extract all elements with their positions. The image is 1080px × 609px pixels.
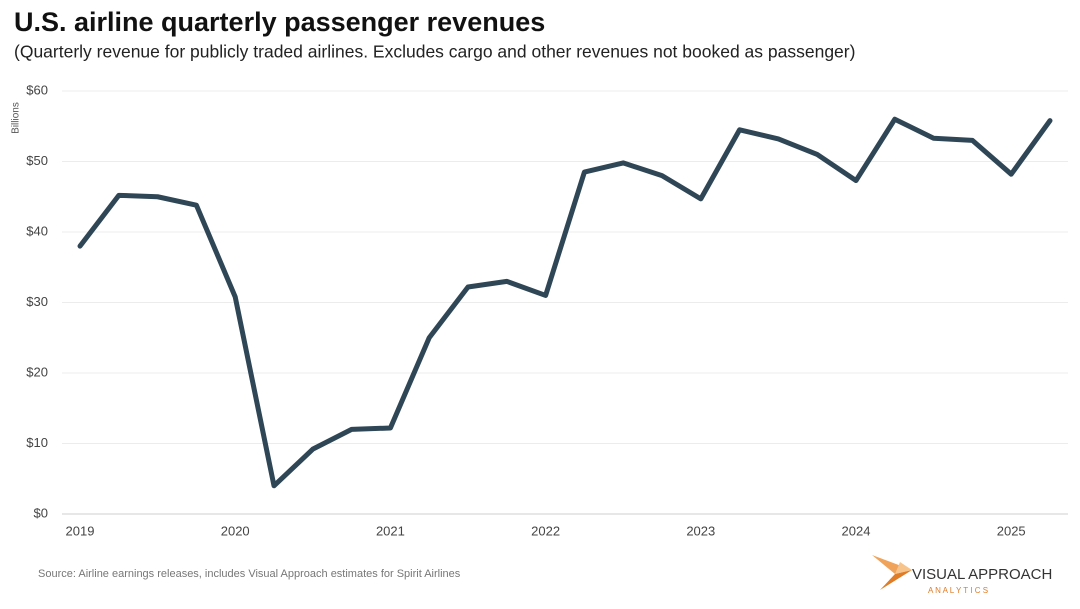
- data-line: [77, 116, 1053, 489]
- x-tick-label: 2023: [686, 523, 715, 538]
- x-tick-label: 2021: [376, 523, 405, 538]
- x-tick-label: 2019: [66, 523, 95, 538]
- brand-tagline: A N A L Y T I C S: [928, 586, 988, 595]
- y-tick-label: $30: [26, 294, 48, 309]
- chart-title: U.S. airline quarterly passenger revenue…: [14, 7, 545, 37]
- y-axis-label: Billions: [11, 102, 22, 134]
- source-note: Source: Airline earnings releases, inclu…: [38, 568, 461, 580]
- y-tick-label: $50: [26, 153, 48, 168]
- y-tick-label: $60: [26, 82, 48, 97]
- x-tick-label: 2022: [531, 523, 560, 538]
- logo-shape: [880, 570, 912, 590]
- y-tick-label: $40: [26, 223, 48, 238]
- chart-subtitle: (Quarterly revenue for publicly traded a…: [14, 42, 855, 62]
- x-tick-label: 2024: [842, 523, 871, 538]
- y-tick-label: $0: [34, 505, 48, 520]
- y-tick-label: $10: [26, 435, 48, 450]
- x-tick-label: 2020: [221, 523, 250, 538]
- x-tick-label: 2025: [997, 523, 1026, 538]
- logo-shape: [895, 562, 912, 574]
- brand-logo: VISUAL APPROACH A N A L Y T I C S: [872, 555, 1052, 595]
- brand-name: VISUAL APPROACH: [912, 566, 1052, 583]
- y-tick-label: $20: [26, 364, 48, 379]
